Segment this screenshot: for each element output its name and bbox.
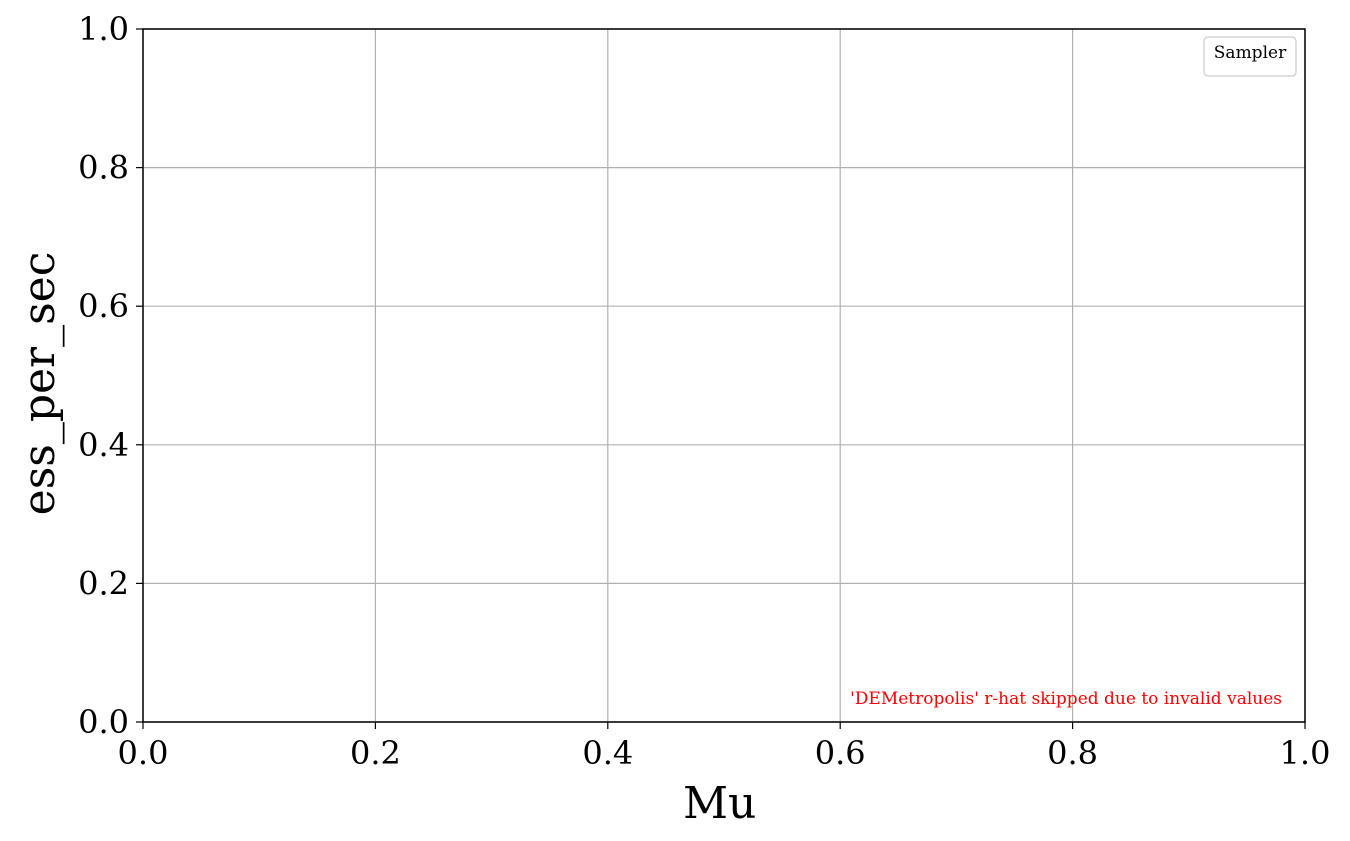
x-tick-label: 0.8 <box>1047 734 1098 772</box>
x-axis-label: Mu <box>683 778 756 829</box>
y-tick-label: 0.2 <box>78 564 129 602</box>
x-tick-label: 0.6 <box>815 734 866 772</box>
grid-lines <box>142 28 1306 723</box>
y-tick-label: 0.0 <box>78 703 129 741</box>
y-tick-label: 0.8 <box>78 149 129 187</box>
plot-area-frame <box>142 28 1306 723</box>
tick-labels: 0.0 0.2 0.4 0.6 0.8 1.0 0.0 0.2 0.4 0.6 0.8 1.0 <box>78 10 1330 772</box>
x-tick-label: 0.0 <box>118 734 169 772</box>
x-tick-label: 0.2 <box>350 734 401 772</box>
y-tick-label: 0.6 <box>78 287 129 325</box>
legend: Sampler <box>1203 36 1297 77</box>
legend-box <box>1203 36 1297 77</box>
y-tick-label: 1.0 <box>78 10 129 48</box>
annotation-text: 'DEMetropolis' r-hat skipped due to inva… <box>850 689 1282 709</box>
y-tick-label: 0.4 <box>78 426 129 464</box>
axis-ticks <box>136 28 1306 729</box>
x-tick-label: 0.4 <box>582 734 633 772</box>
legend-title: Sampler <box>1214 43 1287 63</box>
x-tick-label: 1.0 <box>1280 734 1331 772</box>
y-axis-label: ess_per_sec <box>14 252 65 516</box>
